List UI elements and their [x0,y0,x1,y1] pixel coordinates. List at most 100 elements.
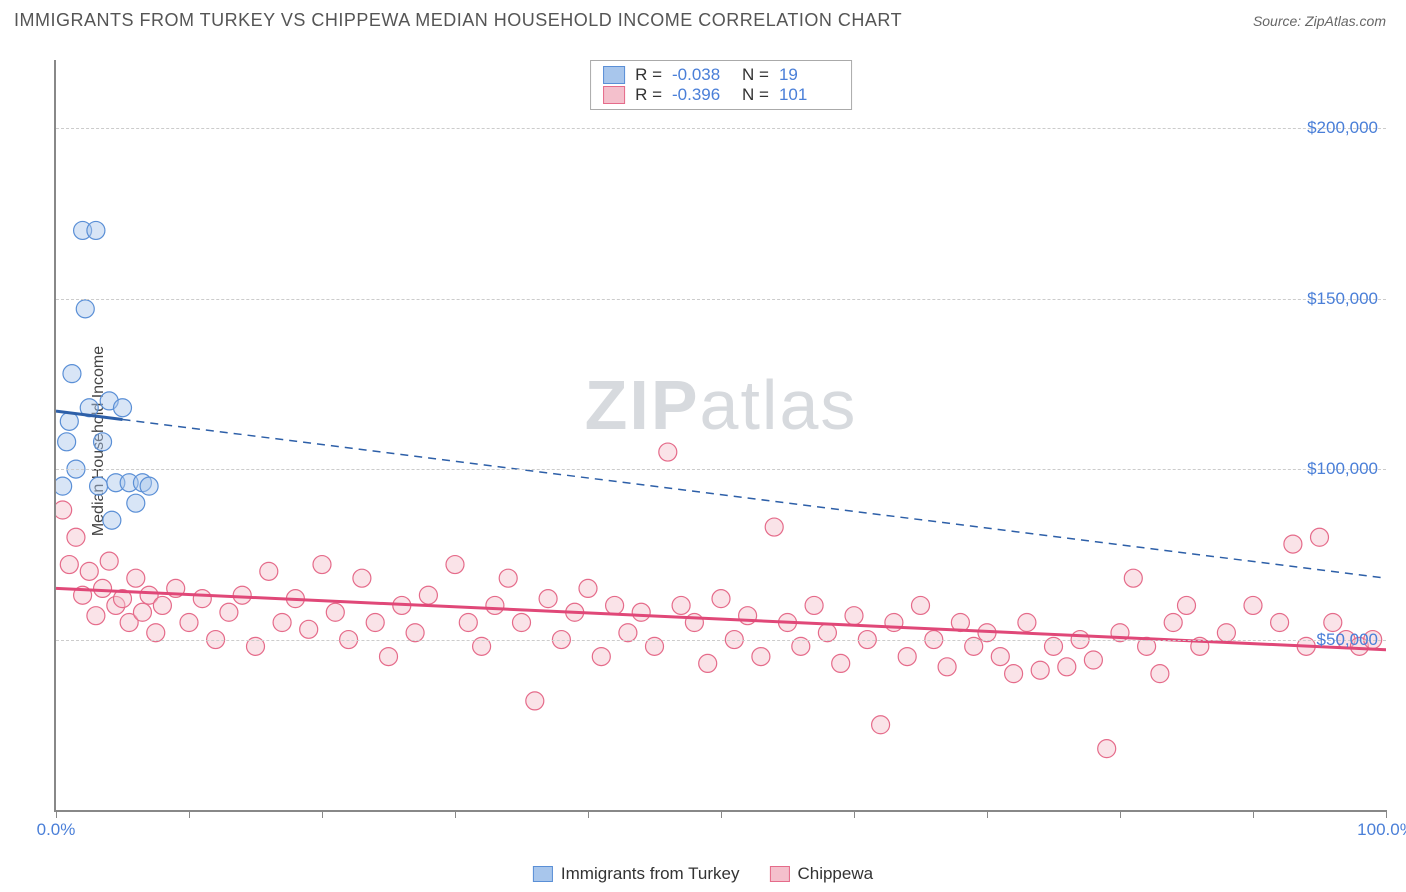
x-tick [721,810,722,818]
legend-swatch-1 [603,86,625,104]
legend-r-label-0: R = [635,65,662,85]
scatter-point [513,614,531,632]
legend-stat-row-1: R = -0.396 N = 101 [603,85,839,105]
scatter-point [107,474,125,492]
scatter-point [579,579,597,597]
scatter-point [592,648,610,666]
scatter-point [87,221,105,239]
legend-stat-row-0: R = -0.038 N = 19 [603,65,839,85]
header: IMMIGRANTS FROM TURKEY VS CHIPPEWA MEDIA… [0,0,1406,35]
x-tick [189,810,190,818]
scatter-point [286,590,304,608]
scatter-point [167,579,185,597]
scatter-point [80,399,98,417]
legend-stats: R = -0.038 N = 19 R = -0.396 N = 101 [590,60,852,110]
scatter-point [103,511,121,529]
scatter-point [1151,665,1169,683]
scatter-point [87,607,105,625]
scatter-point [366,614,384,632]
scatter-point [672,596,690,614]
scatter-point [632,603,650,621]
scatter-point [74,221,92,239]
gridline-h [56,640,1386,641]
trend-line-solid [56,411,123,419]
scatter-point [193,590,211,608]
x-tick [987,810,988,818]
scatter-point [1311,528,1329,546]
scatter-point [300,620,318,638]
scatter-point [419,586,437,604]
scatter-point [114,399,132,417]
scatter-point [872,716,890,734]
scatter-point [107,596,125,614]
x-tick-label: 0.0% [37,820,76,840]
scatter-point [912,596,930,614]
scatter-point [94,579,112,597]
legend-bottom-label-1: Chippewa [797,864,873,884]
scatter-point [845,607,863,625]
scatter-point [58,433,76,451]
legend-bottom-swatch-1 [769,866,789,882]
gridline-h [56,299,1386,300]
gridline-h [56,128,1386,129]
scatter-point [313,556,331,574]
scatter-point [606,596,624,614]
scatter-point [67,528,85,546]
scatter-point [76,300,94,318]
legend-item-1: Chippewa [769,864,873,884]
scatter-point [90,477,108,495]
x-tick [854,810,855,818]
y-tick-label: $50,000 [1317,630,1378,650]
scatter-point [712,590,730,608]
scatter-point [1124,569,1142,587]
watermark: ZIPatlas [585,365,858,445]
scatter-point [685,614,703,632]
scatter-point [832,654,850,672]
scatter-point [805,596,823,614]
scatter-point [100,552,118,570]
scatter-point [1031,661,1049,679]
trend-line-solid [56,588,1386,649]
y-tick-label: $100,000 [1307,459,1378,479]
scatter-point [938,658,956,676]
scatter-point [526,692,544,710]
legend-n-label-1: N = [742,85,769,105]
scatter-point [127,494,145,512]
scatter-point [393,596,411,614]
scatter-point [380,648,398,666]
scatter-point [1164,614,1182,632]
scatter-point [60,412,78,430]
chart-svg [56,60,1386,810]
x-tick [56,810,57,818]
scatter-point [752,648,770,666]
watermark-bold: ZIP [585,366,700,444]
scatter-point [127,569,145,587]
correlation-chart: Median Household Income ZIPatlas R = -0.… [14,40,1386,842]
scatter-point [120,474,138,492]
scatter-point [699,654,717,672]
legend-n-value-1: 101 [779,85,839,105]
scatter-point [499,569,517,587]
legend-n-label-0: N = [742,65,769,85]
scatter-point [114,590,132,608]
x-tick [1120,810,1121,818]
x-tick [588,810,589,818]
scatter-point [63,365,81,383]
y-tick-label: $150,000 [1307,289,1378,309]
legend-item-0: Immigrants from Turkey [533,864,740,884]
legend-r-label-1: R = [635,85,662,105]
scatter-point [60,556,78,574]
scatter-point [153,596,171,614]
scatter-point [140,586,158,604]
scatter-point [659,443,677,461]
scatter-point [220,603,238,621]
legend-bottom-label-0: Immigrants from Turkey [561,864,740,884]
scatter-point [120,614,138,632]
scatter-point [446,556,464,574]
x-tick [1386,810,1387,818]
x-tick-label: 100.0% [1357,820,1406,840]
legend-n-value-0: 19 [779,65,839,85]
scatter-point [260,562,278,580]
scatter-point [233,586,251,604]
scatter-point [1058,658,1076,676]
